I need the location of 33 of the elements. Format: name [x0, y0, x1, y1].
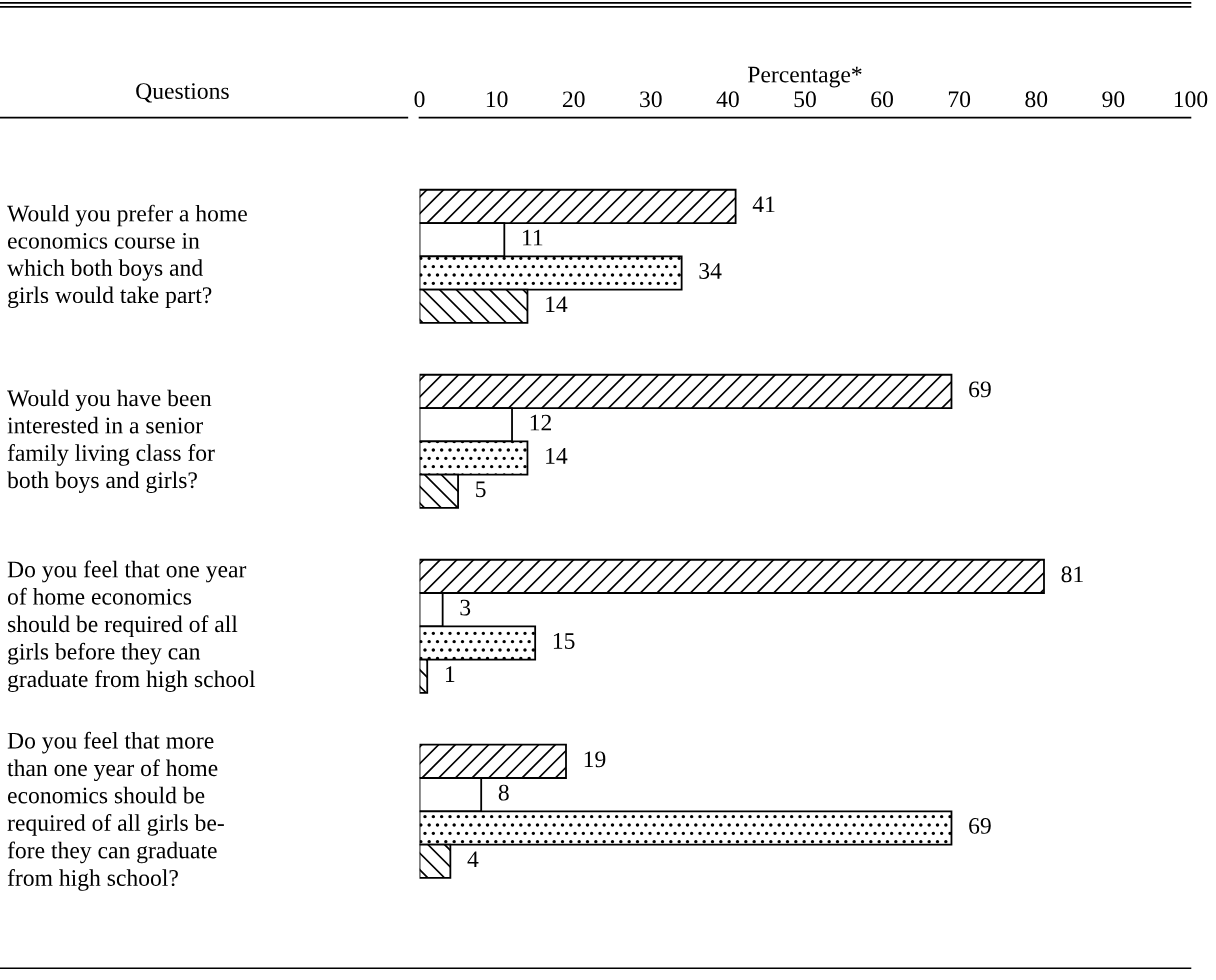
- data-label: 69: [969, 381, 991, 398]
- data-label: 11: [523, 229, 543, 246]
- y-tick-label: Do you feel that one year of home economics should be required of all girls before they can graduate from high school: [7, 560, 256, 693]
- data-label: 14: [546, 296, 568, 312]
- data-label: 5: [476, 481, 486, 498]
- data-label: 19: [584, 751, 606, 768]
- x-tick-label: 90: [1102, 91, 1125, 108]
- x-tick-label: 60: [871, 91, 893, 108]
- x-tick-label: 0: [414, 91, 425, 108]
- x-tick-label: 100: [1174, 91, 1208, 108]
- data-label: 4: [467, 851, 479, 867]
- y-tick-label: Would you have been interested in a senior family living class for both boys and girls?: [7, 389, 215, 494]
- x-tick-label: 30: [640, 91, 662, 108]
- data-label: 8: [498, 784, 509, 801]
- y-axis-title: Questions: [136, 83, 229, 103]
- data-label: 69: [969, 818, 991, 834]
- y-tick-label: Do you feel that more than one year of home economics should be required of all girls be- fore they can graduate from high school?: [7, 731, 224, 891]
- x-tick-label: 80: [1025, 91, 1048, 108]
- x-tick-label: 10: [486, 91, 508, 108]
- x-tick-label: 40: [716, 91, 739, 108]
- data-label: 41: [752, 196, 775, 213]
- y-tick-label: Would you prefer a home economics course in which both boys and girls would take part?: [7, 204, 247, 308]
- x-tick-label: 50: [794, 91, 816, 108]
- data-label: 15: [553, 633, 575, 649]
- x-tick-label: 70: [948, 91, 971, 108]
- data-label: 1: [445, 666, 455, 682]
- data-label: 12: [530, 414, 552, 431]
- data-label: 34: [699, 263, 722, 279]
- data-label: 3: [460, 599, 471, 616]
- data-label: 14: [546, 448, 568, 464]
- x-tick-label: 20: [562, 91, 585, 108]
- x-axis-title: Percentage*: [747, 66, 862, 88]
- data-label: 81: [1061, 566, 1083, 583]
